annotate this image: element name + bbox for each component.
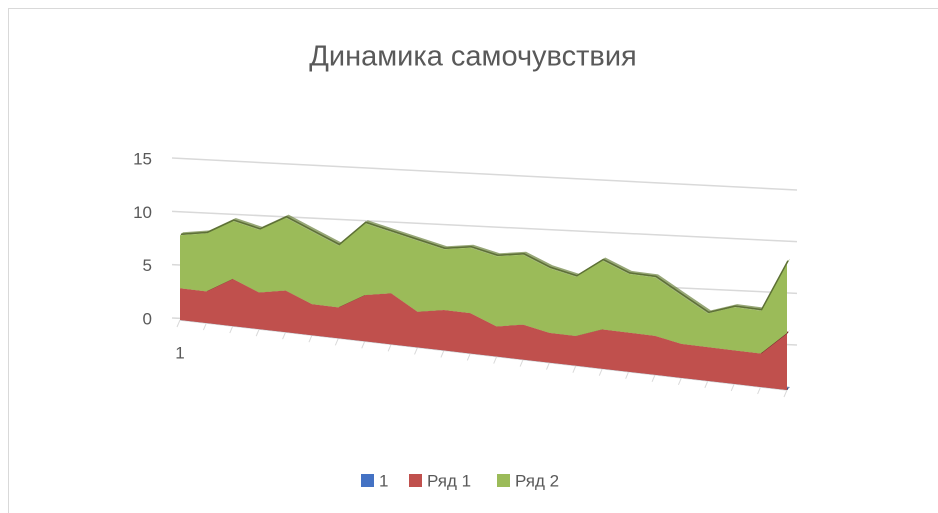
x-tick xyxy=(466,353,471,361)
grid-line xyxy=(171,210,798,243)
x-tick xyxy=(677,377,682,386)
area-top xyxy=(180,214,790,314)
area xyxy=(180,217,787,354)
x-tick xyxy=(704,380,709,389)
chart-frame xyxy=(8,8,938,513)
x-tick xyxy=(598,368,603,376)
area-edge xyxy=(180,215,789,314)
x-tick xyxy=(387,344,392,352)
x-tick xyxy=(361,341,366,349)
legend-label: Ряд 2 xyxy=(515,471,559,490)
x-tick xyxy=(625,371,630,379)
y-tick-label: 15 xyxy=(133,149,152,168)
legend-label: Ряд 1 xyxy=(427,471,471,490)
x-tick xyxy=(783,389,788,398)
legend-swatch xyxy=(497,474,510,487)
x-tick xyxy=(493,356,498,364)
x-tick xyxy=(730,383,735,392)
x-tick-label: 1 xyxy=(175,343,184,362)
y-tick-label: 0 xyxy=(143,309,152,328)
area xyxy=(180,278,787,390)
x-tick xyxy=(546,362,550,370)
x-tick xyxy=(176,319,181,328)
x-tick xyxy=(651,374,656,382)
x-tick xyxy=(334,338,339,346)
grid-line xyxy=(171,157,798,191)
legend-swatch xyxy=(361,474,374,487)
x-tick xyxy=(202,322,207,331)
y-tick-label: 5 xyxy=(143,256,152,275)
x-tick xyxy=(255,328,260,337)
legend-label: 1 xyxy=(379,471,388,490)
x-tick xyxy=(308,335,313,343)
x-tick xyxy=(414,347,418,355)
x-tick xyxy=(519,359,524,367)
legend-swatch xyxy=(409,474,422,487)
x-tick xyxy=(282,331,287,340)
x-tick xyxy=(757,386,762,395)
x-tick xyxy=(572,365,577,373)
chart-title: Динамика самочувствия xyxy=(309,41,636,73)
y-tick-label: 10 xyxy=(133,203,152,222)
x-tick xyxy=(229,325,234,334)
x-tick xyxy=(440,350,445,358)
